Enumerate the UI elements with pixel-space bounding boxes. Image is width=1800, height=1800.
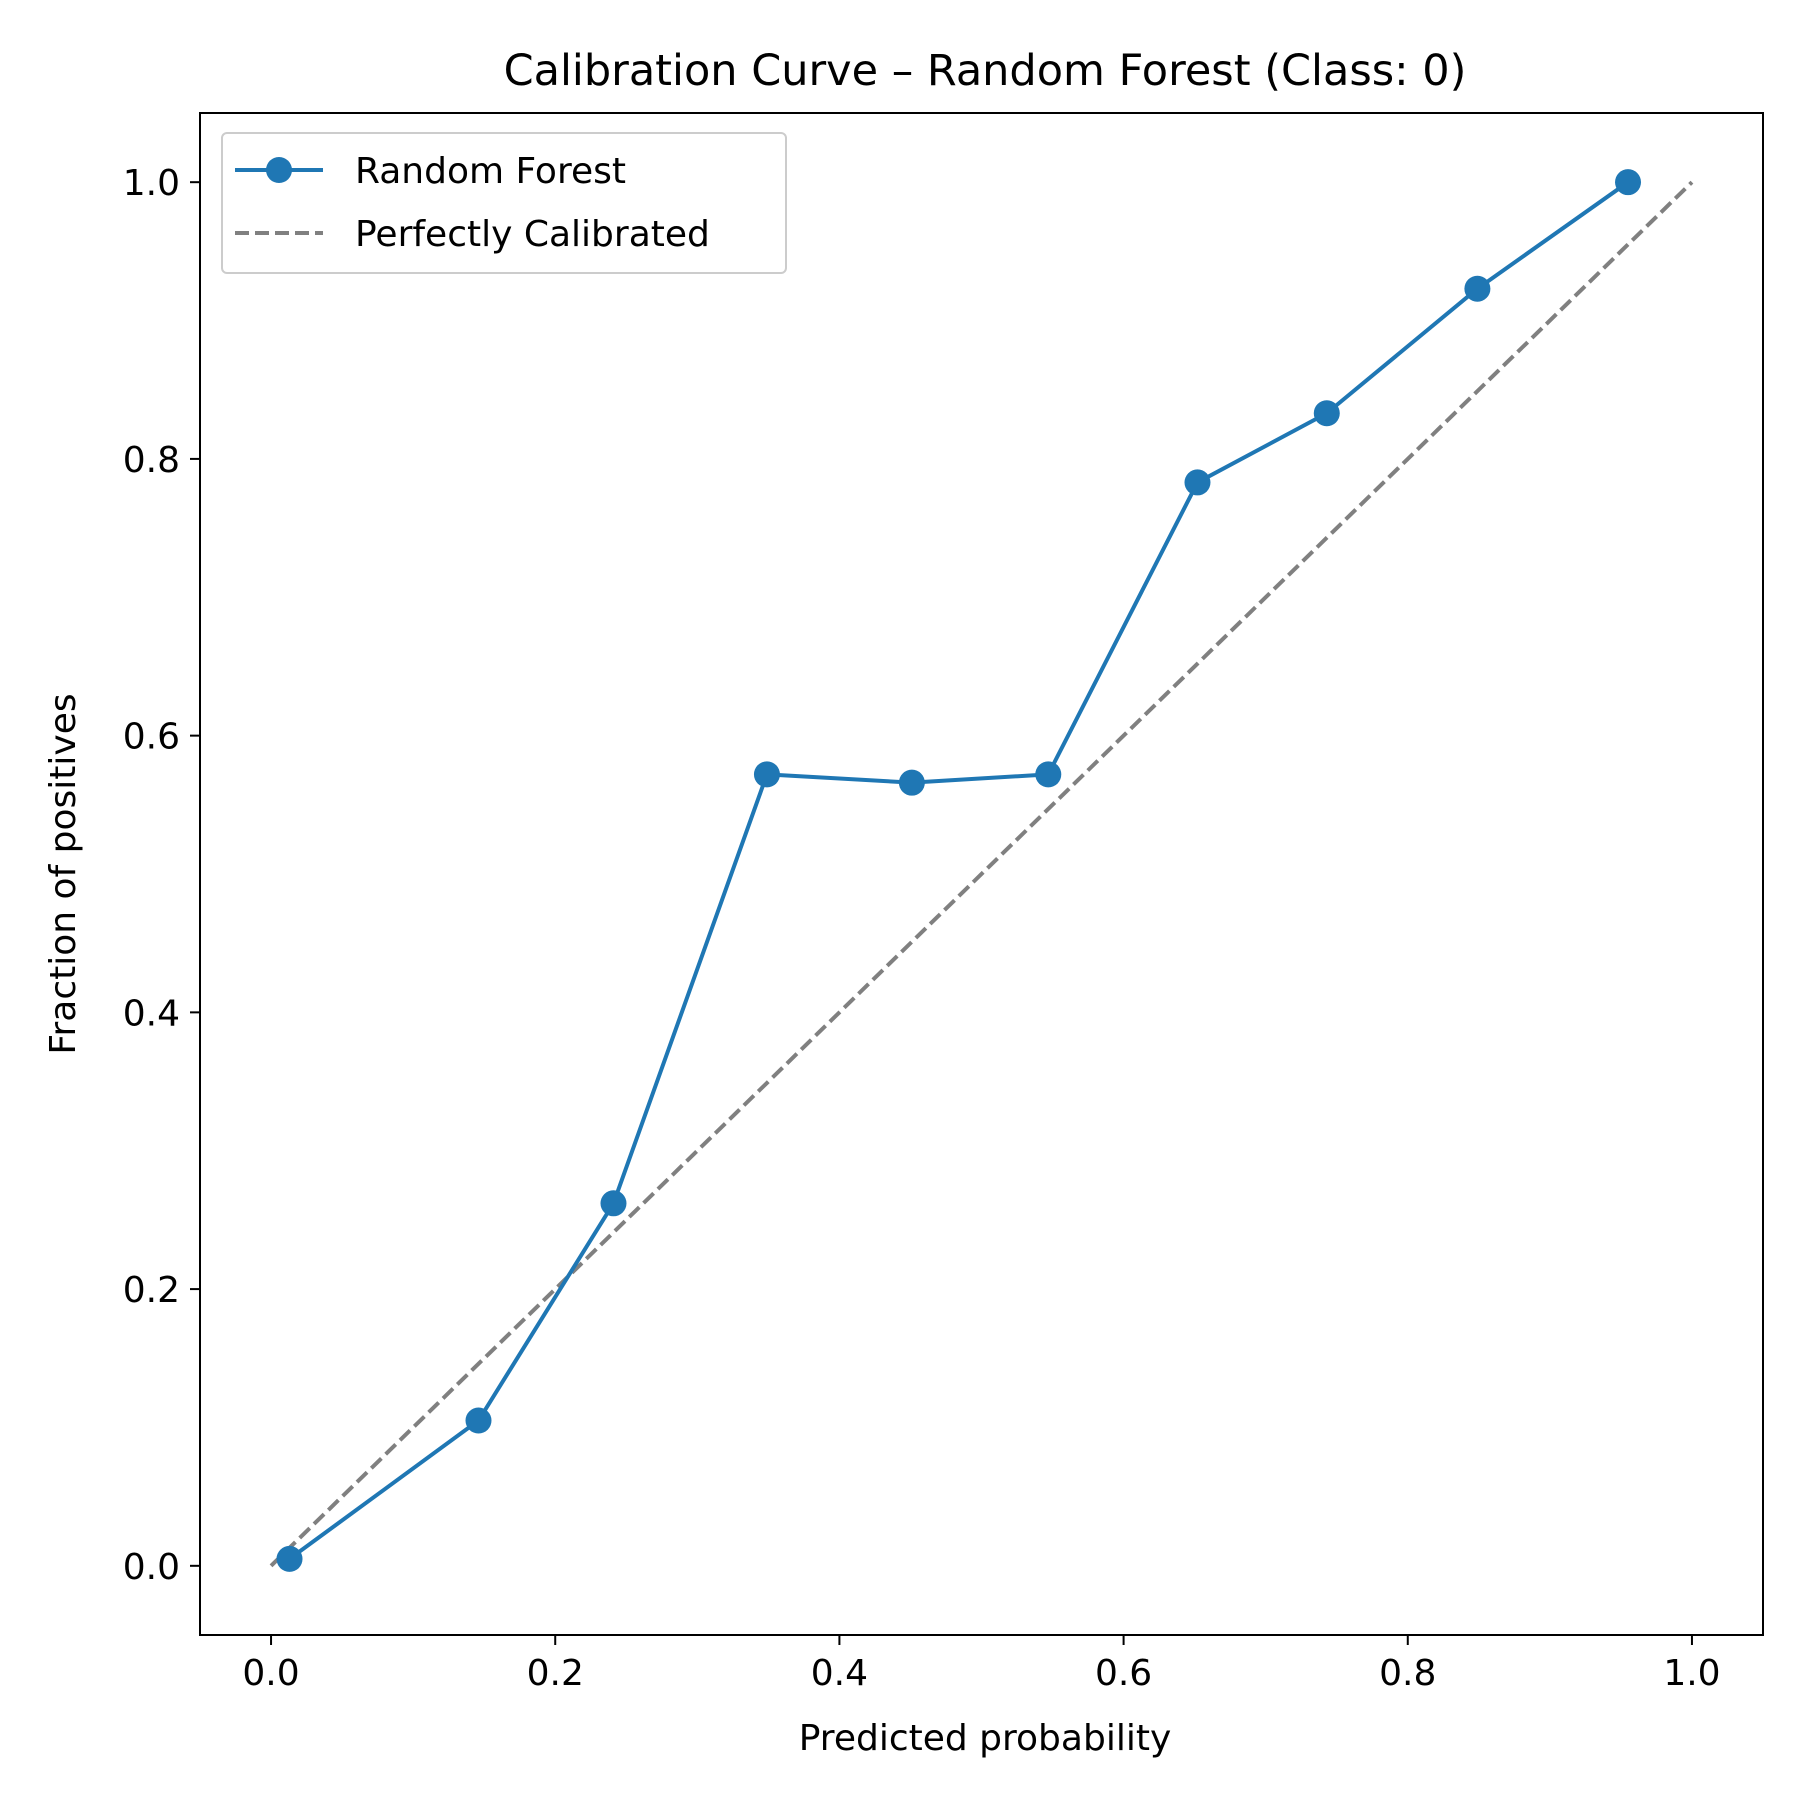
data-point-random-forest xyxy=(753,761,780,788)
legend-label-random-forest: Random Forest xyxy=(355,151,626,192)
x-axis-label: Predicted probability xyxy=(799,1718,1172,1759)
y-tick-label: 0.4 xyxy=(123,993,180,1034)
y-tick-label: 0.8 xyxy=(123,440,180,481)
series-line-random-forest xyxy=(288,180,1630,1561)
legend-box xyxy=(221,132,787,274)
series-line-perfectly-calibrated xyxy=(269,180,1694,1568)
x-tick-label: 1.0 xyxy=(1663,1653,1720,1694)
legend-marker-random-forest xyxy=(266,157,292,183)
y-tick-label: 1.0 xyxy=(123,163,180,204)
axes-frame xyxy=(199,112,1764,1636)
x-tick-label: 0.4 xyxy=(811,1653,868,1694)
data-point-random-forest xyxy=(1313,400,1340,427)
data-point-random-forest xyxy=(1184,469,1211,496)
data-point-random-forest xyxy=(600,1190,627,1217)
x-tick-label: 0.0 xyxy=(242,1653,299,1694)
y-tick-label: 0.0 xyxy=(123,1547,180,1588)
data-point-random-forest xyxy=(1615,169,1642,196)
x-tick-label: 0.2 xyxy=(527,1653,584,1694)
data-point-random-forest xyxy=(276,1545,303,1572)
legend: Random Forest Perfectly Calibrated xyxy=(221,132,787,274)
data-point-random-forest xyxy=(465,1407,492,1434)
x-tick-label: 0.8 xyxy=(1379,1653,1436,1694)
y-axis-ticks: 0.0 0.2 0.4 0.6 0.8 1.0 xyxy=(123,163,200,1588)
data-point-random-forest xyxy=(1464,275,1491,302)
x-axis-ticks: 0.0 0.2 0.4 0.6 0.8 1.0 xyxy=(242,1635,1721,1694)
y-tick-label: 0.6 xyxy=(123,717,180,758)
data-point-random-forest xyxy=(1035,761,1062,788)
y-tick-label: 0.2 xyxy=(123,1270,180,1311)
legend-label-perfectly-calibrated: Perfectly Calibrated xyxy=(355,214,710,255)
data-point-random-forest xyxy=(898,769,925,796)
plot-area xyxy=(269,169,1694,1572)
x-tick-label: 0.6 xyxy=(1095,1653,1152,1694)
y-axis-label: Fraction of positives xyxy=(43,693,84,1054)
chart-title: Calibration Curve – Random Forest (Class… xyxy=(504,46,1467,96)
